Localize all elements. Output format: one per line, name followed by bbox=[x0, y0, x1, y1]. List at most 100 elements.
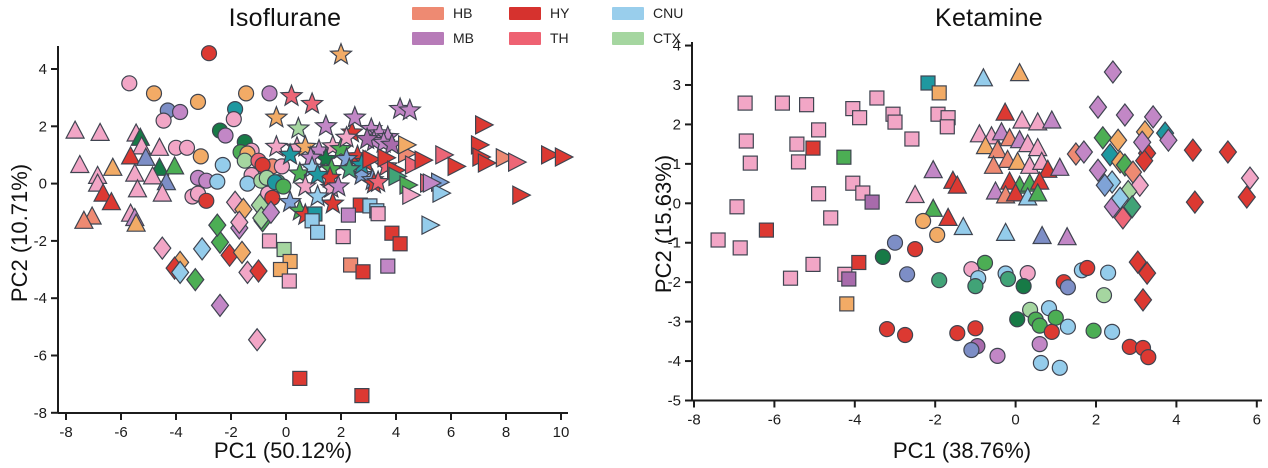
data-point-star bbox=[328, 136, 354, 160]
chart-title-ketamine: Ketamine bbox=[934, 4, 1043, 32]
data-point-square bbox=[281, 273, 297, 289]
data-point-diamond bbox=[1122, 194, 1142, 219]
data-point-circle bbox=[189, 93, 207, 111]
x-tick-label: 2 bbox=[1092, 412, 1100, 429]
y-tick-label: 0 bbox=[39, 176, 47, 193]
legend-item-hy: HY bbox=[509, 5, 612, 21]
data-point-diamond bbox=[1113, 205, 1133, 230]
data-point-diamond bbox=[192, 236, 212, 261]
data-point-diamond bbox=[230, 210, 249, 235]
data-point-circle bbox=[1100, 264, 1117, 281]
data-point-diamond bbox=[1134, 148, 1154, 173]
data-point-square bbox=[732, 240, 748, 256]
ketamine-scatter-plot: -8 -6 -4 -2 0 2 4 6 -5 -4 -3 -2 -1 0 1 2 3 4 bbox=[668, 38, 1262, 429]
y-tick-label: 4 bbox=[39, 61, 47, 78]
data-point-square bbox=[742, 155, 758, 171]
data-point-circle bbox=[949, 325, 966, 342]
data-point-triangle-right bbox=[377, 147, 397, 168]
data-point-diamond bbox=[247, 327, 267, 352]
data-point-circle bbox=[1031, 336, 1048, 353]
data-point-triangle-right bbox=[477, 153, 498, 173]
data-point-circle bbox=[915, 212, 932, 230]
data-point-triangle-right bbox=[432, 183, 452, 204]
data-point-triangle-right bbox=[512, 185, 532, 206]
data-point-circle bbox=[1059, 279, 1076, 296]
data-point-diamond bbox=[1115, 103, 1135, 127]
data-point-diamond bbox=[1110, 186, 1130, 211]
y-axis-label-ketamine: PC2 (15.63%) bbox=[651, 154, 676, 294]
data-point-circle bbox=[1051, 359, 1068, 376]
data-point-square bbox=[738, 133, 754, 149]
y-tick-label: -4 bbox=[34, 290, 47, 307]
data-point-circle bbox=[1085, 322, 1102, 339]
legend-swatch-cnu bbox=[612, 6, 644, 20]
data-point-star bbox=[264, 105, 289, 128]
data-point-circle bbox=[200, 45, 218, 62]
data-point-triangle-up bbox=[164, 155, 185, 175]
data-point-square bbox=[335, 229, 351, 245]
isoflurane-scatter-plot: -8 -6 -4 -2 0 2 4 6 8 10 -8 -6 -4 -2 0 2 4 bbox=[34, 42, 575, 441]
x-tick-label: 4 bbox=[392, 424, 400, 441]
x-tick-label: 2 bbox=[337, 424, 345, 441]
data-point-circle bbox=[155, 112, 172, 129]
data-point-circle bbox=[967, 320, 984, 337]
data-point-diamond bbox=[210, 293, 230, 318]
y-tick-label: -2 bbox=[668, 274, 681, 291]
y-tick-label: -5 bbox=[668, 393, 681, 410]
data-point-star bbox=[278, 142, 303, 166]
data-point-triangle-up bbox=[1027, 137, 1048, 157]
data-point-circle bbox=[1104, 323, 1121, 340]
data-point-diamond bbox=[170, 260, 190, 285]
data-point-triangle-right bbox=[447, 156, 467, 177]
x-tick-label: -6 bbox=[768, 412, 781, 429]
data-point-circle bbox=[275, 178, 292, 195]
data-point-triangle-right bbox=[435, 144, 455, 165]
data-point-square bbox=[354, 388, 370, 404]
data-point-square bbox=[272, 261, 289, 278]
data-point-star bbox=[305, 162, 330, 186]
data-point-square bbox=[887, 114, 903, 130]
x-axis-label-ketamine: PC1 (38.76%) bbox=[892, 438, 1032, 463]
y-axis-label-isoflurane: PC2 (10.71%) bbox=[7, 163, 32, 303]
data-point-triangle-up bbox=[1017, 133, 1038, 153]
data-point-triangle-up bbox=[152, 182, 173, 202]
data-point-triangle-up bbox=[1041, 109, 1062, 129]
data-point-square bbox=[392, 236, 408, 252]
data-point-diamond bbox=[1103, 60, 1123, 84]
data-point-circle bbox=[1009, 311, 1026, 328]
data-point-triangle-right bbox=[475, 114, 495, 135]
legend-swatch-ctx bbox=[612, 31, 644, 45]
data-point-triangle-up bbox=[985, 180, 1006, 200]
data-point-square bbox=[790, 154, 807, 170]
data-point-triangle-right bbox=[421, 215, 441, 236]
data-point-circle bbox=[967, 278, 984, 295]
legend-item-th: TH bbox=[509, 30, 612, 46]
data-point-star bbox=[320, 191, 345, 214]
data-point-square bbox=[737, 95, 753, 111]
data-point-circle bbox=[217, 127, 234, 144]
y-tick-label: -2 bbox=[34, 233, 47, 250]
data-point-triangle-right bbox=[507, 152, 528, 173]
data-point-diamond bbox=[1128, 250, 1148, 275]
data-point-star bbox=[293, 134, 318, 158]
data-point-square bbox=[839, 296, 855, 312]
y-tick-label: -1 bbox=[668, 235, 681, 252]
data-point-square bbox=[852, 110, 868, 126]
data-point-diamond bbox=[1088, 95, 1108, 120]
data-point-triangle-up bbox=[65, 119, 86, 139]
data-point-triangle-up bbox=[1032, 225, 1053, 245]
data-point-triangle-up bbox=[973, 67, 994, 87]
data-point-diamond bbox=[1088, 158, 1108, 183]
data-point-triangle-up bbox=[120, 145, 141, 165]
legend-label: HB bbox=[453, 5, 473, 21]
x-tick-label: -4 bbox=[169, 424, 182, 441]
data-point-triangle-right bbox=[495, 147, 516, 168]
data-point-circle bbox=[907, 241, 924, 258]
x-axis-label-isoflurane: PC1 (50.12%) bbox=[213, 438, 353, 463]
data-point-triangle-up bbox=[1049, 157, 1070, 176]
data-point-triangle-up bbox=[1012, 109, 1032, 129]
data-point-diamond bbox=[1133, 287, 1153, 312]
data-point-star bbox=[337, 156, 362, 180]
data-point-star bbox=[300, 91, 325, 115]
data-point-triangle-right bbox=[422, 173, 443, 193]
